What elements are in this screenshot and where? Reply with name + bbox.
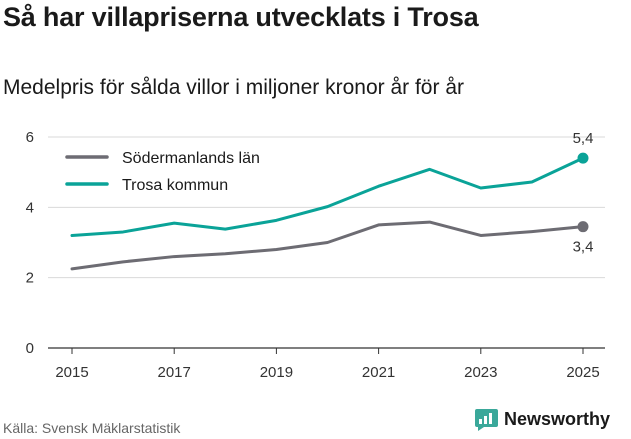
y-tick-label: 2 xyxy=(26,270,34,287)
x-axis-ticks: 2015 2017 2019 2021 2023 2025 xyxy=(55,348,600,381)
y-tick-label: 4 xyxy=(26,199,34,216)
series-line-0 xyxy=(70,220,585,271)
x-tick-label: 2015 xyxy=(55,364,88,381)
y-tick-label: 6 xyxy=(26,129,34,146)
brand-logo: Newsworthy xyxy=(474,407,610,432)
y-tick-label: 0 xyxy=(26,340,34,357)
line-chart: 0 2 4 6 2015 2017 2019 2021 2023 2025 3,4 5,4 Söd… xyxy=(26,129,605,381)
source-note: Källa: Svensk Mäklarstatistik xyxy=(3,420,181,436)
legend: Södermanlands län Trosa kommun xyxy=(65,150,260,194)
newsworthy-logo-icon xyxy=(475,409,498,431)
x-tick-label: 2023 xyxy=(464,364,497,381)
series-lines: 3,4 5,4 xyxy=(70,130,594,271)
x-tick-label: 2025 xyxy=(566,364,599,381)
chart-title: Så har villapriserna utvecklats i Trosa xyxy=(3,2,479,32)
series-end-label-1: 5,4 xyxy=(573,130,594,147)
series-end-label-0: 3,4 xyxy=(573,239,594,256)
grid-lines xyxy=(48,136,605,349)
series-line-1 xyxy=(70,156,585,237)
series-end-point-1 xyxy=(577,152,589,164)
y-axis-ticks: 0 2 4 6 xyxy=(26,129,34,357)
x-tick-label: 2017 xyxy=(158,364,191,381)
chart-subtitle: Medelpris för sålda villor i miljoner kr… xyxy=(3,76,464,99)
series-end-point-0 xyxy=(577,221,589,233)
legend-label-0: Södermanlands län xyxy=(122,150,260,167)
brand-name: Newsworthy xyxy=(504,409,611,429)
x-tick-label: 2021 xyxy=(362,364,395,381)
legend-label-1: Trosa kommun xyxy=(122,177,228,194)
x-tick-label: 2019 xyxy=(260,364,293,381)
